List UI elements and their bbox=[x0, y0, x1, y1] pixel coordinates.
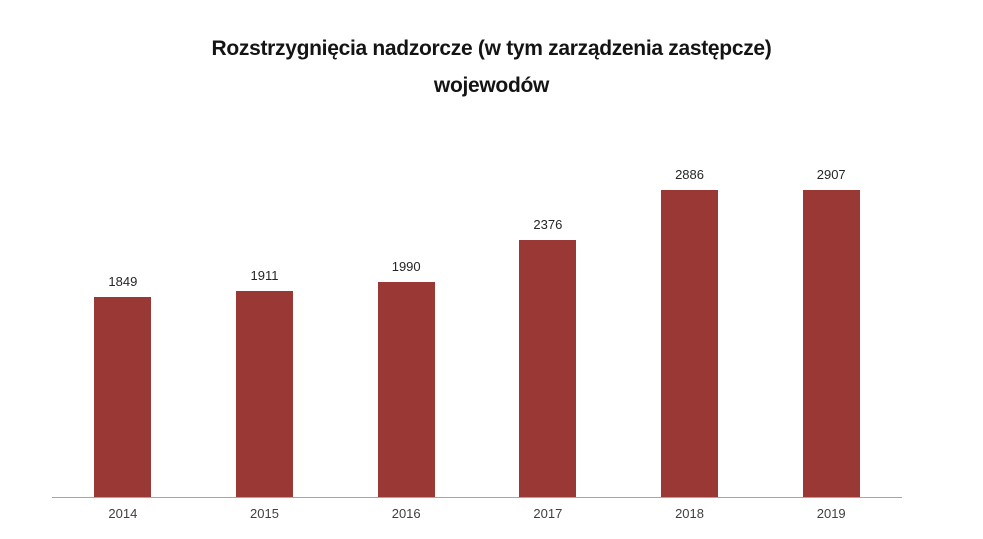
x-axis-label: 2015 bbox=[250, 506, 279, 521]
bar-2015 bbox=[236, 291, 293, 497]
bar-slot: 1990 bbox=[335, 167, 477, 497]
bar-slot: 1849 bbox=[52, 167, 194, 497]
x-axis-labels: 2014 2015 2016 2017 2018 2019 bbox=[52, 506, 902, 521]
plot-area: 1849 1911 1990 2376 2886 2907 bbox=[52, 167, 902, 497]
bar-slot: 2907 bbox=[760, 167, 902, 497]
bar-value-label: 2886 bbox=[675, 167, 704, 182]
bar-2016 bbox=[377, 282, 435, 497]
bar-value-label: 1849 bbox=[108, 274, 138, 289]
chart-title: Rozstrzygnięcia nadzorcze (w tym zarządz… bbox=[0, 30, 983, 104]
bar-slot: 1911 bbox=[194, 167, 336, 497]
bar-2014 bbox=[94, 297, 152, 497]
bar-slot: 2886 bbox=[619, 167, 761, 497]
x-axis-label: 2019 bbox=[816, 506, 846, 521]
chart-title-line2: wojewodów bbox=[433, 74, 550, 97]
x-axis-label: 2018 bbox=[675, 506, 704, 521]
chart-title-line1: Rozstrzygnięcia nadzorcze (w tym zarządz… bbox=[211, 37, 772, 60]
bar-value-label: 2907 bbox=[816, 167, 846, 182]
bar-2018 bbox=[661, 190, 719, 497]
x-axis-label: 2017 bbox=[533, 506, 563, 521]
bar-2017 bbox=[519, 240, 577, 497]
x-axis-label: 2016 bbox=[391, 506, 421, 521]
bar-slot: 2376 bbox=[477, 167, 619, 497]
x-axis-line bbox=[52, 497, 902, 498]
bar-value-label: 1990 bbox=[391, 259, 421, 274]
bar-2019 bbox=[802, 190, 860, 497]
bar-value-label: 2376 bbox=[533, 217, 563, 232]
bar-value-label: 1911 bbox=[250, 268, 279, 283]
x-axis-label: 2014 bbox=[108, 506, 138, 521]
